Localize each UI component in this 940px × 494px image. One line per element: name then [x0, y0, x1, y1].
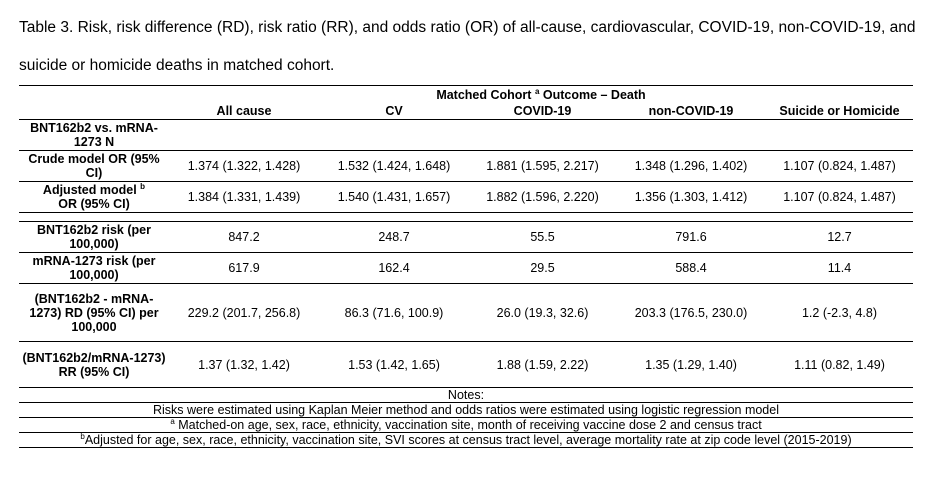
row-label: mRNA-1273 risk (per 100,000) [19, 252, 169, 284]
table-row: Crude model OR (95% CI) 1.374 (1.322, 1.… [19, 150, 913, 182]
header-row: All cause CV COVID-19 non-COVID-19 Suici… [19, 103, 913, 120]
note-text: a Matched-on age, sex, race, ethnicity, … [19, 417, 913, 433]
notes-title-row: Notes: [19, 387, 913, 403]
row-label: BNT162b2 vs. mRNA-1273 N [19, 119, 169, 151]
table-row: Adjusted model b OR (95% CI) 1.384 (1.331… [19, 181, 913, 213]
table-row: BNT162b2 risk (per 100,000) 847.2 248.7 … [19, 221, 913, 253]
table-row: mRNA-1273 risk (per 100,000) 617.9 162.4… [19, 252, 913, 284]
header-group-row: Matched Cohort a Outcome – Death [19, 85, 913, 103]
row-label: (BNT162b2 - mRNA-1273) RD (95% CI) per 1… [19, 283, 169, 342]
col-header-suicide-homicide: Suicide or Homicide [779, 104, 900, 118]
note-row: Risks were estimated using Kaplan Meier … [19, 402, 913, 418]
table-row: (BNT162b2/mRNA-1273) RR (95% CI) 1.37 (1… [19, 341, 913, 388]
note-row: bAdjusted for age, sex, race, ethnicity,… [19, 432, 913, 448]
col-header-non-covid19: non-COVID-19 [648, 104, 734, 118]
col-header-cv: CV [385, 104, 403, 118]
notes-title: Notes: [19, 387, 913, 403]
table-caption: Table 3. Risk, risk difference (RD), ris… [19, 19, 916, 74]
note-text: Risks were estimated using Kaplan Meier … [19, 402, 913, 418]
row-label: Adjusted model b OR (95% CI) [19, 181, 169, 213]
col-header-all-cause: All cause [216, 104, 272, 118]
results-table: Matched Cohort a Outcome – Death All cau… [19, 85, 913, 448]
note-row: a Matched-on age, sex, race, ethnicity, … [19, 417, 913, 433]
table-row: (BNT162b2 - mRNA-1273) RD (95% CI) per 1… [19, 283, 913, 342]
note-text: bAdjusted for age, sex, race, ethnicity,… [19, 432, 913, 448]
section-spacer [19, 212, 913, 222]
header-group: Matched Cohort a Outcome – Death [169, 85, 913, 103]
row-label: Crude model OR (95% CI) [19, 150, 169, 182]
row-label: (BNT162b2/mRNA-1273) RR (95% CI) [19, 341, 169, 388]
row-label: BNT162b2 risk (per 100,000) [19, 221, 169, 253]
col-header-covid19: COVID-19 [513, 104, 572, 118]
table-row: BNT162b2 vs. mRNA-1273 N [19, 119, 913, 151]
